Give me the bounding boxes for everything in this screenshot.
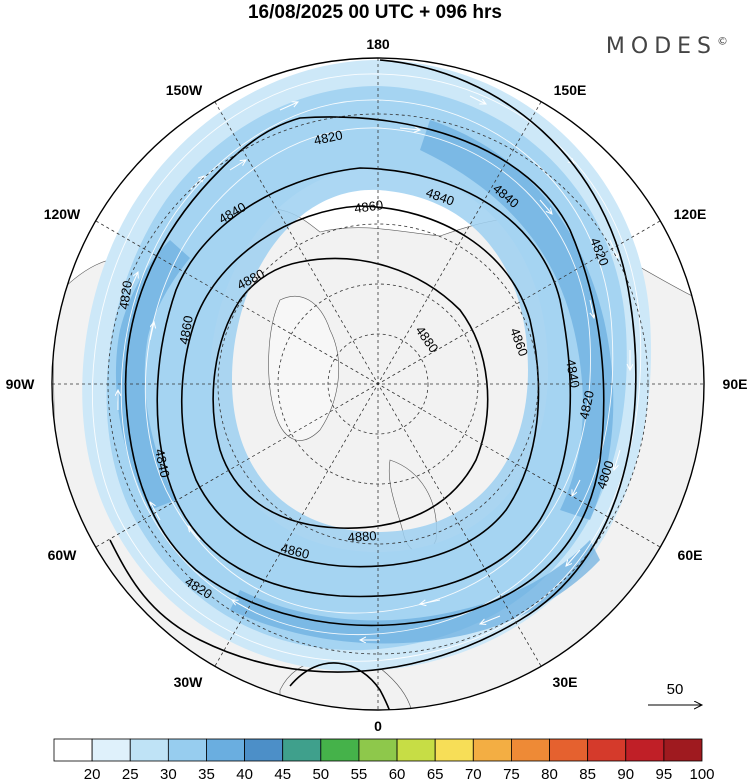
wind-streamlines <box>91 73 642 662</box>
brand-text: MODES <box>605 34 717 59</box>
reference-vector-label: 50 <box>667 681 684 698</box>
colorbar-tick-label: 85 <box>579 766 596 782</box>
contour-label: 4860 <box>353 197 384 216</box>
jet-shading <box>82 60 652 672</box>
contour-label: 4860 <box>176 314 196 345</box>
brand-logo: MODES© <box>606 34 728 59</box>
contour-label: 4840 <box>152 448 173 479</box>
lon-label: 30W <box>174 674 204 690</box>
colorbar-swatch <box>320 738 360 762</box>
colorbar-tick-label: 75 <box>503 766 520 782</box>
colorbar-tick-label: 100 <box>689 766 714 782</box>
colorbar-swatch <box>472 738 512 762</box>
colorbar-swatch <box>91 738 131 762</box>
colorbar-tick-label: 55 <box>351 766 368 782</box>
contour-label: 4820 <box>576 389 597 420</box>
colorbar-swatch <box>53 738 93 762</box>
lon-label: 150W <box>166 82 203 98</box>
colorbar-swatch <box>167 738 207 762</box>
colorbar-tick-label: 20 <box>84 766 101 782</box>
lon-label: 30E <box>553 674 578 690</box>
colorbar-tick-label: 25 <box>122 766 139 782</box>
colorbar-tick-label: 40 <box>236 766 253 782</box>
lon-label: 120W <box>44 206 81 222</box>
colorbar-swatch <box>129 738 169 762</box>
colorbar-swatch <box>663 738 703 762</box>
colorbar-swatch <box>587 738 627 762</box>
map-title: 16/08/2025 00 UTC + 096 hrs <box>247 2 503 23</box>
lon-label: 150E <box>554 82 587 98</box>
reference-vector: 50 <box>648 681 702 705</box>
colorbar-tick-label: 50 <box>312 766 329 782</box>
height-contours <box>109 59 637 710</box>
colorbar-swatch <box>396 738 436 762</box>
colorbar-tick-label: 80 <box>541 766 558 782</box>
colorbar-swatch <box>358 738 398 762</box>
contour-labels: 4820 4840 4860 4880 4880 4860 4840 4820 … <box>116 127 617 602</box>
brand-mark: © <box>717 34 728 48</box>
contour-label: 4860 <box>279 540 311 562</box>
lon-label: 60E <box>678 547 703 563</box>
colorbar-tick-label: 45 <box>274 766 291 782</box>
colorbar-swatch <box>549 738 589 762</box>
colorbar-swatch <box>282 738 322 762</box>
contour-label: 4880 <box>347 528 377 545</box>
colorbar: 20 25 30 35 40 45 50 55 60 65 70 75 80 85 90 95 100 <box>53 738 715 782</box>
lon-label: 90W <box>6 376 36 392</box>
longitude-labels: 180 150E 120E 90E 60E 30E 0 30W 60W 90W … <box>6 36 748 734</box>
colorbar-tick-label: 35 <box>198 766 215 782</box>
lon-label: 0 <box>374 718 382 734</box>
lon-label: 120E <box>674 206 707 222</box>
colorbar-tick-label: 65 <box>427 766 444 782</box>
colorbar-swatch <box>511 738 550 762</box>
colorbar-tick-label: 90 <box>617 766 634 782</box>
contour-label: 4820 <box>116 280 135 311</box>
graticule <box>52 58 704 710</box>
lon-label: 90E <box>723 376 748 392</box>
map-border <box>51 57 705 711</box>
colorbar-swatch <box>244 738 284 762</box>
colorbar-swatch <box>206 738 245 762</box>
contour-label: 4820 <box>313 127 344 148</box>
colorbar-tick-label: 60 <box>389 766 406 782</box>
colorbar-tick-label: 95 <box>656 766 673 782</box>
colorbar-swatch <box>625 738 665 762</box>
lon-label: 60W <box>48 547 78 563</box>
colorbar-tick-label: 30 <box>160 766 177 782</box>
colorbar-swatch <box>434 738 474 762</box>
contour-label: 4840 <box>563 358 583 389</box>
colorbar-tick-label: 70 <box>465 766 482 782</box>
lon-label: 180 <box>366 36 390 52</box>
